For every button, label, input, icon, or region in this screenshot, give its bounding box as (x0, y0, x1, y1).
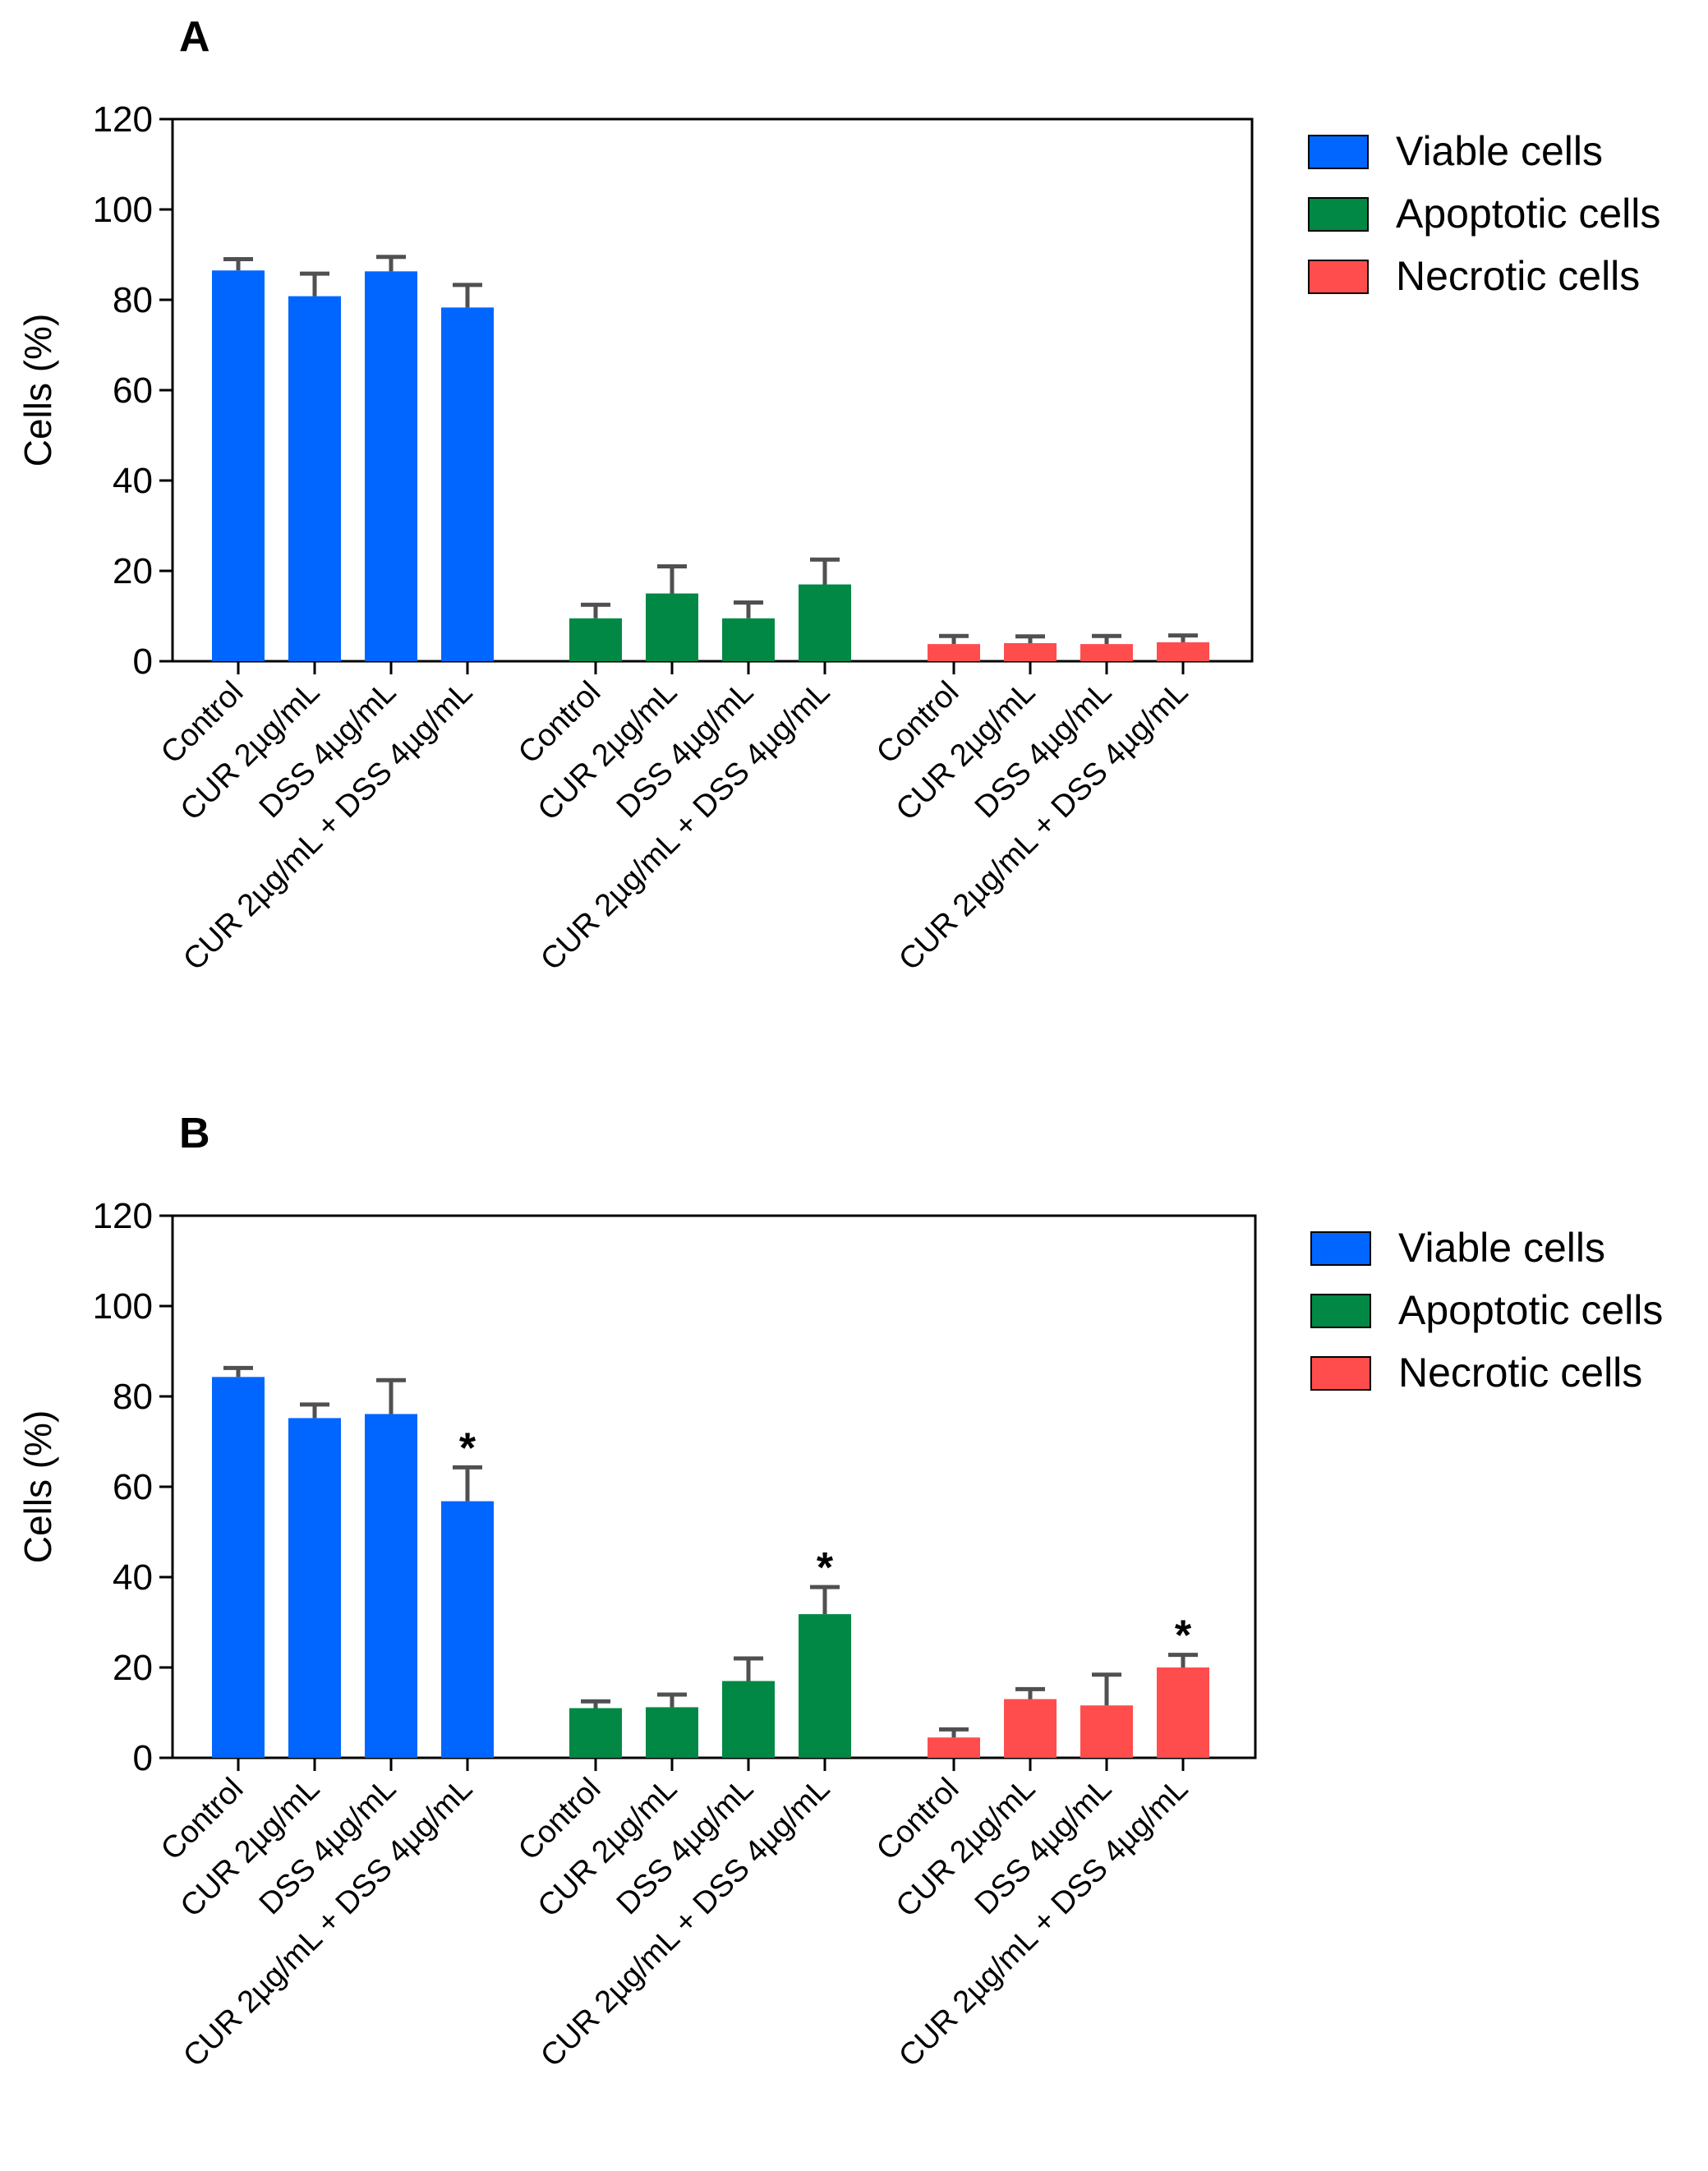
bar-necrotic-2 (1080, 644, 1133, 661)
bar-viable-3 (441, 307, 494, 661)
y-tick-label: 80 (113, 1377, 153, 1417)
bar-apoptotic-2 (722, 1681, 775, 1758)
y-tick-label: 20 (113, 1648, 153, 1688)
bar-apoptotic-0 (569, 618, 622, 661)
y-tick-label: 100 (93, 190, 153, 230)
legend-swatch-necrotic (1310, 1356, 1371, 1391)
bar-apoptotic-3 (799, 1614, 851, 1758)
bar-necrotic-0 (928, 644, 980, 661)
y-tick-label: 120 (93, 99, 153, 140)
bar-apoptotic-2 (722, 618, 775, 661)
bar-viable-0 (212, 1377, 265, 1758)
bar-viable-1 (288, 296, 341, 661)
bar-necrotic-2 (1080, 1705, 1133, 1758)
panel-label: A (179, 13, 210, 61)
bar-necrotic-3 (1157, 642, 1209, 661)
bar-necrotic-0 (928, 1737, 980, 1758)
panel-label: B (179, 1110, 210, 1157)
legend-label: Viable cells (1396, 128, 1603, 174)
legend-label: Apoptotic cells (1398, 1287, 1663, 1333)
bar-necrotic-1 (1004, 1699, 1057, 1758)
bar-apoptotic-3 (799, 584, 851, 661)
y-tick-label: 60 (113, 370, 153, 411)
legend-label: Necrotic cells (1398, 1350, 1642, 1396)
bar-necrotic-1 (1004, 643, 1057, 661)
y-tick-label: 20 (113, 551, 153, 591)
legend-swatch-viable (1310, 1231, 1371, 1266)
y-tick-label: 100 (93, 1286, 153, 1327)
y-axis-label: Cells (%) (16, 1410, 59, 1564)
legend-swatch-apoptotic (1310, 1294, 1371, 1328)
significance-marker: * (1175, 1612, 1192, 1660)
legend-swatch-viable (1308, 135, 1369, 169)
bar-necrotic-3 (1157, 1667, 1209, 1758)
y-tick-label: 60 (113, 1467, 153, 1507)
bar-apoptotic-1 (646, 1707, 698, 1758)
bar-viable-2 (365, 1414, 417, 1758)
bar-apoptotic-0 (569, 1708, 622, 1758)
y-tick-label: 120 (93, 1196, 153, 1236)
legend-label: Apoptotic cells (1396, 191, 1660, 237)
bar-viable-3 (441, 1501, 494, 1758)
legend-swatch-apoptotic (1308, 197, 1369, 232)
legend-label: Viable cells (1398, 1225, 1605, 1271)
y-tick-label: 40 (113, 461, 153, 501)
legend-label: Necrotic cells (1396, 253, 1640, 299)
y-tick-label: 0 (133, 1738, 153, 1778)
bar-viable-0 (212, 270, 265, 661)
legend-swatch-necrotic (1308, 260, 1369, 294)
y-axis-label: Cells (%) (16, 314, 59, 467)
bar-apoptotic-1 (646, 593, 698, 661)
y-tick-label: 40 (113, 1557, 153, 1598)
significance-marker: * (459, 1424, 476, 1472)
significance-marker: * (817, 1544, 834, 1592)
y-tick-label: 80 (113, 280, 153, 320)
bar-viable-1 (288, 1418, 341, 1758)
bar-viable-2 (365, 271, 417, 661)
y-tick-label: 0 (133, 642, 153, 682)
